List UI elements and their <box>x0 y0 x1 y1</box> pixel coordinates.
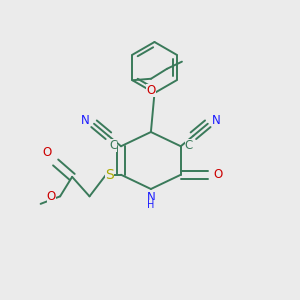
Text: O: O <box>146 84 156 97</box>
Text: N: N <box>81 114 89 127</box>
Text: O: O <box>214 168 223 181</box>
Text: C: C <box>109 139 117 152</box>
Text: N: N <box>212 114 221 127</box>
Text: H: H <box>147 200 155 210</box>
Text: N: N <box>146 191 155 204</box>
Text: S: S <box>105 168 114 182</box>
Text: O: O <box>47 190 56 203</box>
Text: C: C <box>184 139 193 152</box>
Text: O: O <box>43 146 52 159</box>
